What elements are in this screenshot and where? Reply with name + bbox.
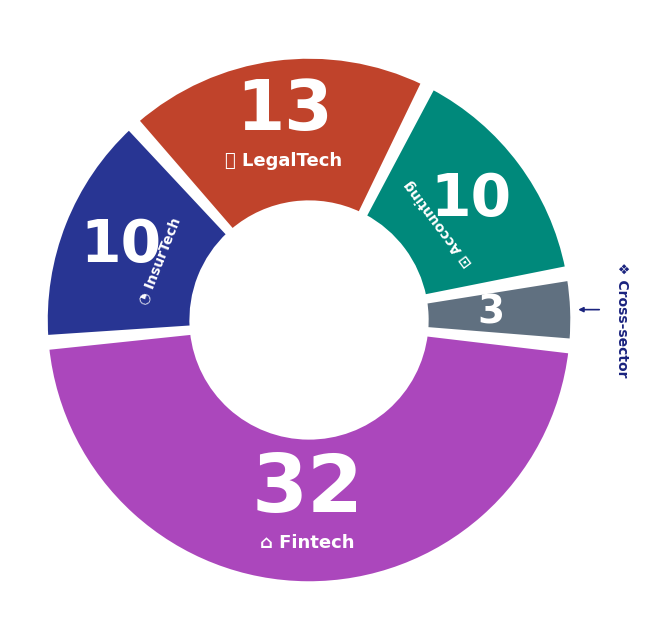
Text: 3: 3: [477, 294, 504, 332]
Text: 32: 32: [252, 451, 363, 529]
Text: 10: 10: [81, 217, 162, 274]
Wedge shape: [45, 127, 229, 337]
Text: 10: 10: [430, 171, 512, 228]
Text: 13: 13: [236, 77, 332, 144]
Text: 💼 LegalTech: 💼 LegalTech: [226, 152, 342, 170]
Text: ◔ InsurTech: ◔ InsurTech: [136, 215, 183, 307]
Text: ⌂ Fintech: ⌂ Fintech: [260, 534, 355, 552]
Text: ❖ Cross-sector: ❖ Cross-sector: [616, 262, 630, 378]
Wedge shape: [364, 87, 567, 297]
Wedge shape: [47, 332, 571, 584]
Wedge shape: [136, 56, 424, 232]
Text: ⊡ Accounting: ⊡ Accounting: [402, 178, 475, 269]
Wedge shape: [425, 278, 573, 341]
